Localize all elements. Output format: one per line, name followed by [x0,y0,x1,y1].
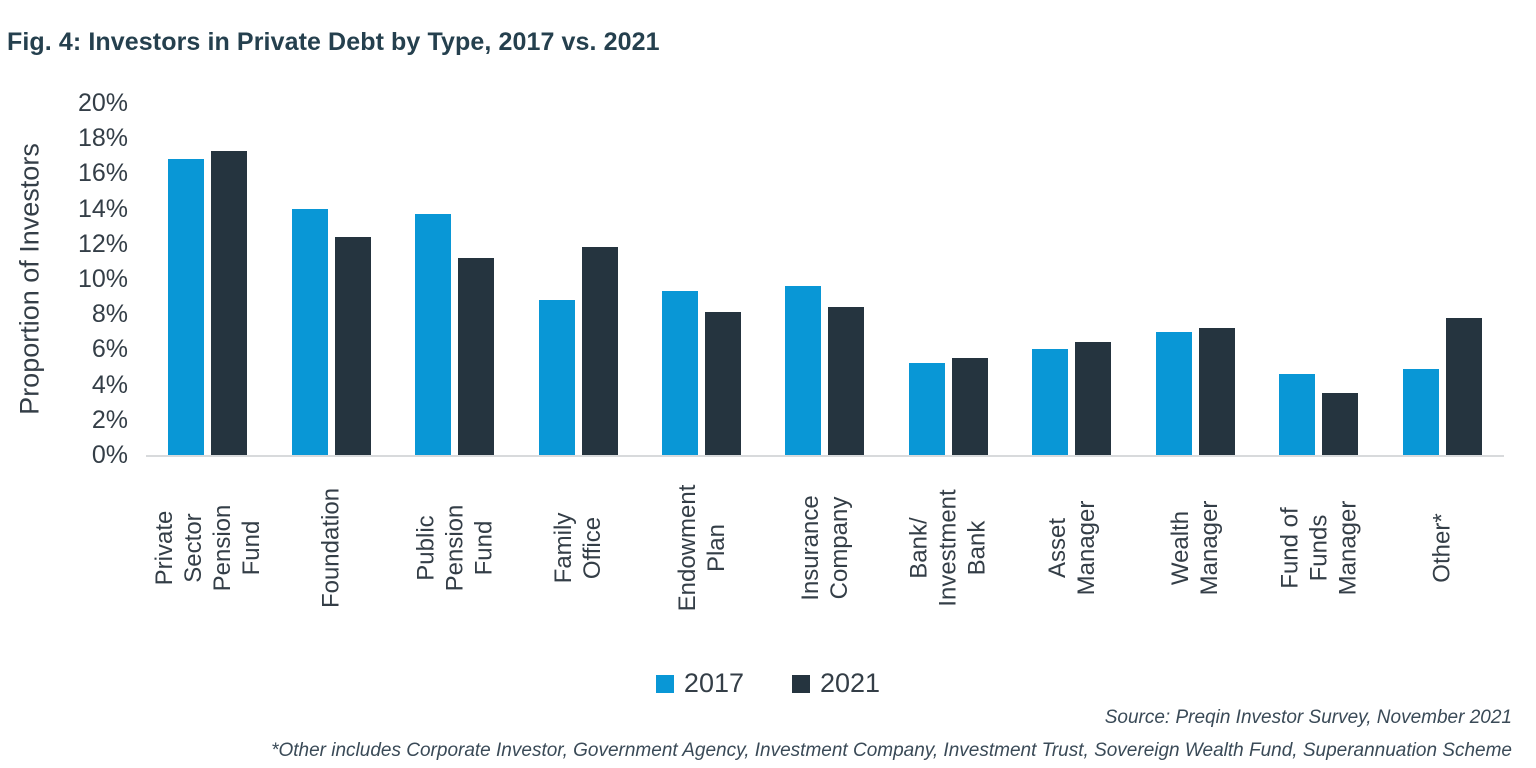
bar-group [1134,103,1257,455]
bar-2021 [211,150,248,455]
x-axis-labels: Private Sector Pension Fund Foundation Pub… [146,462,1504,634]
x-axis-label: Foundation [317,487,345,609]
legend-item-2017: 2017 [655,668,744,699]
footer: Source: Preqin Investor Survey, November… [271,701,1512,767]
y-axis-tick: 16% [77,159,128,188]
x-axis-label: Fund of Funds Manager [1276,500,1362,596]
x-axis-label: Wealth Manager [1167,500,1224,596]
y-axis-tick: 4% [91,370,128,399]
bar-2017 [908,363,945,455]
figure-title: Fig. 4: Investors in Private Debt by Typ… [7,28,660,56]
y-axis-tick: 20% [77,89,128,117]
y-axis-tick: 14% [77,194,128,223]
bar-2021 [828,307,865,455]
bar-group [887,103,1010,455]
x-axis-label: Family Office [550,512,607,584]
x-axis-label: Asset Manager [1043,500,1100,596]
bar-group [393,103,516,455]
bar-group [1381,103,1504,455]
x-axis-label: Bank/ Investment Bank [905,489,991,607]
bar-2017 [1279,374,1316,455]
y-axis-tick: 0% [91,441,128,469]
legend-item-2021: 2021 [792,668,880,699]
legend-swatch-icon [792,674,810,693]
bar-group [763,103,886,455]
bar-2021 [1198,328,1235,455]
x-axis-label: Other* [1428,513,1456,583]
y-axis-ticks: 20% 18% 16% 14% 12% 10% 8% 6% 4% 2% 0% [0,89,132,469]
bar-2017 [538,300,575,455]
bar-group [516,103,639,455]
bar-2021 [951,358,988,455]
legend-swatch-icon [655,674,674,693]
legend: 2017 2021 [0,668,1536,699]
y-axis-tick: 8% [91,300,128,329]
y-axis-tick: 6% [91,335,128,364]
y-axis-tick: 10% [77,265,128,293]
legend-label: 2021 [820,668,881,698]
x-axis-label: Endowment Plan [673,484,730,612]
x-axis-label: Public Pension Fund [412,504,498,592]
bar-2021 [1445,317,1482,455]
y-axis-tick: 2% [91,405,128,434]
plot-groups [146,103,1504,455]
bar-2021 [705,312,742,455]
bar-2017 [415,213,452,455]
bar-2021 [1075,342,1112,455]
bar-2017 [1032,349,1069,455]
bar-2021 [581,247,618,455]
bar-group [269,103,392,455]
bar-2017 [662,291,699,455]
y-axis-tick: 18% [77,124,128,153]
x-axis-label: Private Sector Pension Fund [150,504,265,592]
bar-2021 [334,236,371,455]
bar-2017 [168,159,205,455]
bar-group [1257,103,1380,455]
bar-2017 [291,208,328,455]
plot-area [146,103,1504,457]
bar-2017 [1402,368,1439,455]
legend-label: 2017 [683,668,744,698]
y-axis-tick: 12% [77,229,128,258]
x-axis-label: Insurance Company [796,495,853,601]
bar-2021 [458,257,495,455]
bar-group [146,103,269,455]
footer-source: Source: Preqin Investor Survey, November… [1104,707,1512,728]
bar-group [640,103,763,455]
bar-group [1010,103,1133,455]
bar-2017 [785,286,822,455]
footer-note: *Other includes Corporate Investor, Gove… [271,740,1512,761]
bar-2017 [1155,331,1192,455]
bar-2021 [1322,393,1359,455]
